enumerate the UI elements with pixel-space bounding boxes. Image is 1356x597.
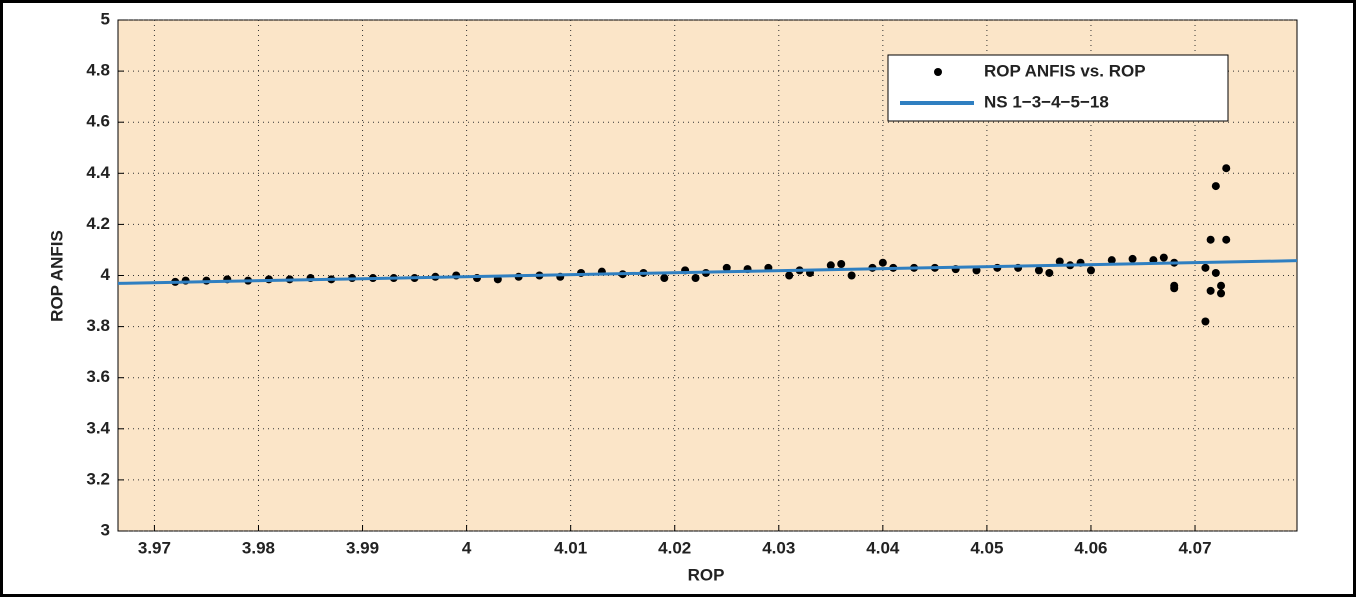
scatter-point	[847, 271, 856, 280]
scatter-point	[1201, 263, 1210, 272]
scatter-point	[1206, 286, 1215, 295]
y-tick-label: 3.4	[86, 418, 110, 437]
legend: ROP ANFIS vs. ROP NS 1−3−4−5−18	[887, 54, 1229, 122]
x-tick-label: 4.06	[1074, 538, 1107, 557]
x-tick-label: 3.99	[346, 538, 379, 557]
y-tick-label: 4.4	[86, 163, 110, 182]
x-tick-label: 4.05	[970, 538, 1003, 557]
legend-label: NS 1−3−4−5−18	[984, 92, 1109, 111]
scatter-point	[660, 274, 669, 283]
scatter-point	[785, 271, 794, 280]
scatter-point	[826, 261, 835, 270]
scatter-point	[1045, 268, 1054, 277]
scatter-point	[691, 274, 700, 283]
y-tick-label: 3.8	[86, 316, 110, 335]
scatter-point	[1217, 281, 1226, 290]
scatter-point	[878, 258, 887, 267]
x-tick-label: 3.97	[138, 538, 171, 557]
x-tick-label: 3.98	[242, 538, 275, 557]
legend-marker	[934, 68, 942, 76]
y-tick-label: 5	[101, 9, 110, 28]
scatter-point	[1170, 284, 1179, 293]
x-tick-label: 4	[462, 538, 472, 557]
y-tick-label: 4.8	[86, 61, 110, 80]
y-tick-label: 4.6	[86, 112, 110, 131]
scatter-point	[1128, 254, 1137, 263]
y-tick-label: 3	[101, 520, 110, 539]
scatter-point	[1211, 182, 1220, 191]
scatter-point	[1217, 289, 1226, 298]
marks	[117, 164, 1298, 326]
scatter-point	[1201, 317, 1210, 326]
legend-label: ROP ANFIS vs. ROP	[984, 61, 1146, 80]
y-axis-label: ROP ANFIS	[47, 230, 66, 322]
scatter-point	[1055, 257, 1064, 266]
scatter-point	[1222, 235, 1231, 244]
x-axis-label: ROP	[688, 565, 725, 584]
legend-box	[887, 54, 1229, 122]
x-tick-label: 4.01	[554, 538, 587, 557]
y-tick-label: 4	[101, 265, 111, 284]
x-tick-label: 4.03	[762, 538, 795, 557]
scatter-point	[837, 260, 846, 269]
x-tick-label: 4.04	[866, 538, 900, 557]
x-tick-label: 4.07	[1178, 538, 1211, 557]
scatter-point	[1107, 256, 1116, 265]
x-tick-label: 4.02	[658, 538, 691, 557]
y-tick-label: 4.2	[86, 214, 110, 233]
scatter-point	[1034, 266, 1043, 275]
fit-line	[117, 259, 1298, 285]
y-tick-label: 3.2	[86, 469, 110, 488]
scatter-point	[1086, 266, 1095, 275]
scatter-point	[722, 263, 731, 272]
scatter-point	[1222, 164, 1231, 173]
scatter-point	[1211, 268, 1220, 277]
y-tick-label: 3.6	[86, 367, 110, 386]
scatter-point	[1206, 235, 1215, 244]
scatter-point	[1159, 253, 1168, 262]
